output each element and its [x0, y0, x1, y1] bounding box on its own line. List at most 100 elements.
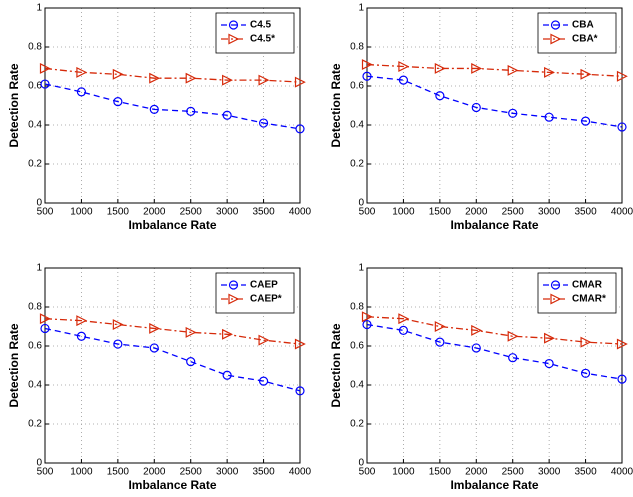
y-tick-label: 0 [358, 198, 364, 209]
x-tick-label: 3000 [538, 467, 561, 478]
line [366, 316, 623, 345]
y-tick-label: 0.2 [28, 159, 42, 170]
marker [186, 106, 196, 116]
marker [222, 110, 232, 120]
marker [222, 370, 232, 380]
plot-frame [44, 267, 301, 464]
marker [398, 313, 410, 325]
x-tick-label: 3000 [216, 207, 239, 218]
x-tick-label: 2500 [502, 467, 525, 478]
legend-marker [550, 33, 562, 45]
marker [39, 313, 51, 325]
marker [471, 324, 483, 336]
marker [580, 68, 592, 80]
y-tick-label: 0 [36, 458, 42, 469]
marker [186, 357, 196, 367]
y-tick-label: 0.6 [350, 81, 364, 92]
legend-label: CBA [572, 20, 594, 31]
marker [361, 59, 373, 71]
line [44, 67, 301, 83]
marker [112, 68, 124, 80]
marker [76, 66, 88, 78]
y-axis-label: Detection Rate [329, 63, 343, 147]
x-tick-label: 1500 [429, 467, 452, 478]
marker [113, 96, 123, 107]
y-tick-label: 0.2 [28, 419, 42, 430]
legend-box [215, 272, 295, 314]
legend-marker [550, 20, 561, 30]
legend-marker [550, 293, 562, 305]
x-tick-label: 3500 [574, 467, 597, 478]
marker [149, 343, 159, 353]
x-tick-label: 1500 [107, 467, 130, 478]
x-tick-label: 1000 [392, 207, 415, 218]
legend-label: CMAR [572, 280, 603, 291]
y-tick-label: 1 [358, 3, 364, 14]
marker [258, 74, 270, 86]
legend-label: CMAR* [572, 294, 606, 305]
x-axis-label: Imbalance Rate [128, 218, 216, 232]
x-tick-label: 500 [359, 207, 376, 218]
x-tick-label: 1500 [429, 207, 452, 218]
x-tick-label: 4000 [289, 467, 312, 478]
marker [76, 87, 87, 97]
x-axis-label: Imbalance Rate [128, 478, 216, 492]
legend-label: CAEP* [250, 294, 282, 305]
line [44, 327, 301, 392]
legend-label: CBA* [572, 34, 598, 45]
marker [294, 338, 306, 350]
legend-label: C4.5* [250, 34, 275, 45]
marker [258, 376, 269, 386]
y-axis-label: Detection Rate [7, 323, 21, 407]
marker [398, 75, 409, 85]
plot-frame [366, 7, 623, 204]
y-tick-label: 0 [358, 458, 364, 469]
marker [222, 74, 233, 86]
y-tick-label: 0.8 [28, 42, 42, 53]
x-tick-label: 3500 [574, 207, 597, 218]
x-tick-label: 1000 [392, 467, 415, 478]
y-tick-label: 0.8 [28, 302, 42, 313]
legend: CAEP CAEP* [215, 272, 295, 314]
y-tick-label: 0.6 [28, 81, 42, 92]
legend-box [537, 272, 617, 314]
marker [294, 76, 306, 88]
x-tick-label: 500 [37, 467, 54, 478]
marker [434, 62, 446, 74]
y-tick-label: 1 [36, 3, 42, 14]
marker [39, 62, 51, 74]
x-tick-label: 1000 [70, 467, 93, 478]
marker [149, 104, 159, 115]
legend-marker [228, 280, 239, 290]
legend: C4.5 C4.5* [215, 12, 295, 54]
line [366, 323, 623, 380]
x-tick-label: 2500 [180, 467, 203, 478]
y-tick-label: 0.4 [350, 380, 364, 391]
marker [258, 334, 270, 346]
marker [507, 330, 519, 342]
marker [616, 338, 628, 350]
y-tick-label: 0.8 [350, 302, 364, 313]
marker [295, 386, 305, 396]
marker [507, 64, 519, 76]
marker [471, 102, 481, 113]
legend-label: C4.5 [250, 20, 272, 31]
marker [435, 337, 445, 347]
line [44, 318, 301, 345]
y-tick-label: 0.4 [350, 120, 364, 131]
x-tick-label: 4000 [289, 207, 312, 218]
y-tick-label: 0.6 [28, 341, 42, 352]
marker [76, 331, 87, 341]
marker [113, 339, 123, 349]
marker [361, 311, 373, 323]
marker [434, 321, 446, 332]
marker [362, 71, 372, 81]
x-tick-label: 4000 [611, 207, 633, 218]
marker [616, 70, 628, 82]
y-tick-label: 0.8 [350, 42, 364, 53]
marker [149, 322, 161, 334]
y-tick-label: 1 [36, 263, 42, 274]
x-tick-label: 500 [359, 467, 376, 478]
